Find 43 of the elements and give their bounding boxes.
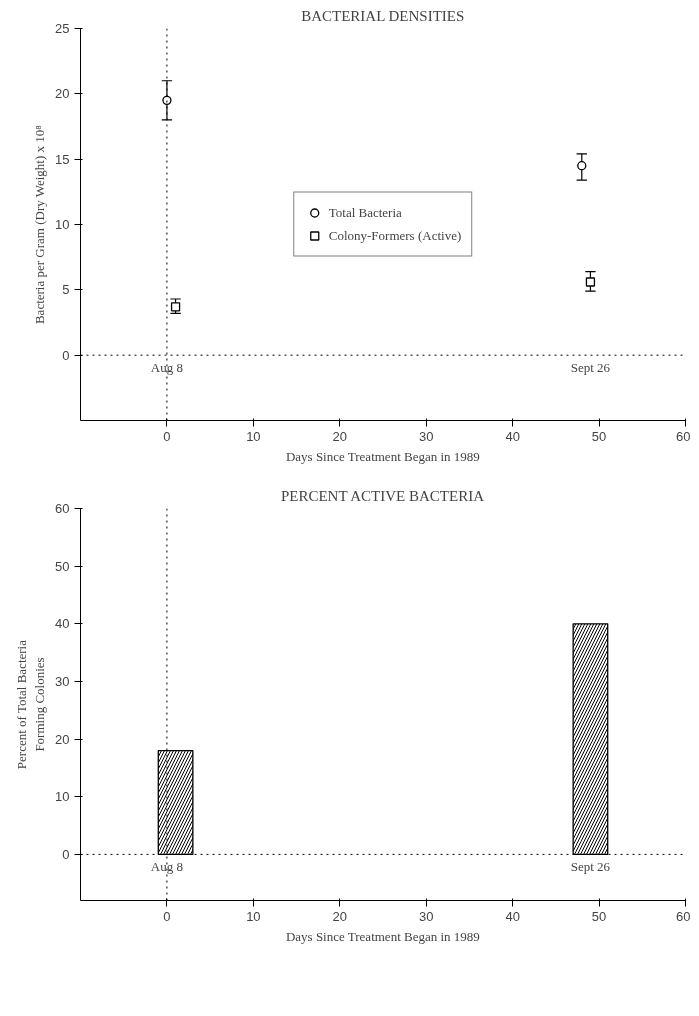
y-tick-label: 30 — [55, 673, 70, 689]
x-tick-label: 10 — [246, 428, 261, 444]
x-tick-label: 30 — [418, 908, 434, 924]
ref-line-label: Aug 8 — [150, 859, 183, 875]
x-tick-label: 30 — [418, 428, 434, 444]
y-tick-label: 15 — [55, 151, 70, 167]
x-axis-title: Days Since Treatment Began in 1989 — [285, 448, 480, 464]
y-tick-label: 50 — [55, 558, 70, 574]
y-tick-label: 25 — [55, 21, 70, 36]
x-tick-label: 10 — [246, 908, 261, 924]
x-tick-label: 0 — [163, 428, 171, 444]
y-axis-title: Percent of Total Bacteria Forming Colonies — [14, 639, 48, 770]
point — [170, 302, 181, 312]
x-tick-label: 20 — [332, 428, 348, 444]
y-tick-label: 0 — [62, 347, 70, 363]
y-tick-label: 60 — [55, 501, 70, 516]
point — [162, 95, 172, 106]
point — [585, 277, 596, 287]
y-tick-label: 40 — [55, 616, 70, 632]
ref-line-label: Aug 8 — [150, 360, 183, 376]
y-tick-label: 0 — [62, 846, 70, 862]
y-tick-label: 10 — [55, 789, 70, 805]
y-tick-label: 20 — [55, 86, 70, 102]
legend-label: Colony-Formers (Active) — [328, 227, 462, 244]
x-tick-label: 60 — [676, 428, 691, 444]
x-tick-label: 60 — [676, 908, 691, 924]
legend-label: Total Bacteria — [328, 204, 402, 221]
x-tick-label: 50 — [591, 908, 607, 924]
chart-title: BACTERIAL DENSITIES — [301, 7, 465, 24]
chart-title: PERCENT ACTIVE BACTERIA — [280, 487, 485, 504]
x-tick-label: 40 — [505, 428, 520, 444]
x-tick-label: 20 — [332, 908, 348, 924]
x-tick-label: 40 — [505, 908, 520, 924]
x-tick-label: 50 — [591, 428, 607, 444]
y-tick-label: 10 — [55, 217, 70, 232]
x-axis-title: Days Since Treatment Began in 1989 — [285, 928, 480, 944]
x-tick-label: 0 — [163, 908, 171, 924]
annotation: Sept 26 — [570, 859, 611, 875]
annotation: Sept 26 — [570, 360, 611, 376]
y-tick-label: 5 — [62, 282, 70, 298]
y-tick-label: 20 — [55, 731, 70, 747]
point — [577, 161, 587, 171]
y-axis-title: Bacteria per Gram (Dry Weight) x 10⁸ — [32, 124, 48, 325]
